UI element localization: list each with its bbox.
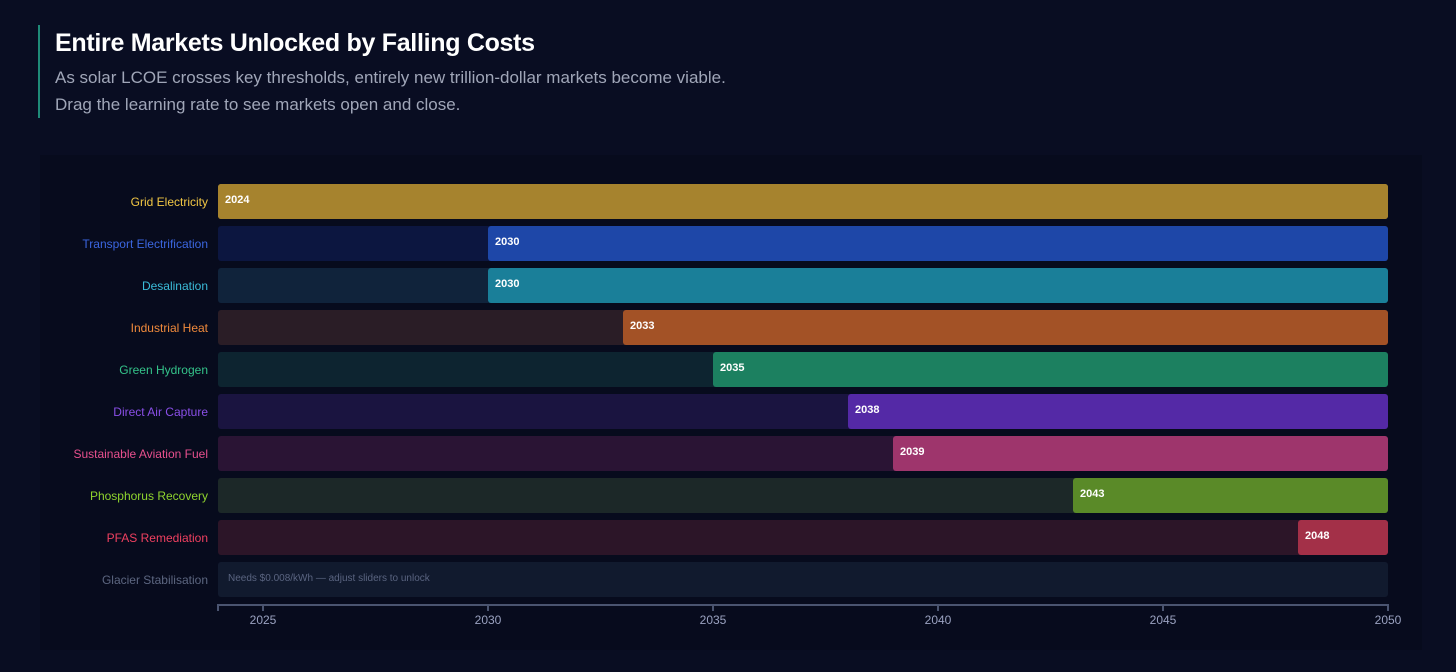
category-label: Desalination <box>141 279 208 293</box>
locked-note: Needs $0.008/kWh — adjust sliders to unl… <box>228 573 430 584</box>
x-tick <box>1162 604 1164 611</box>
x-tick-label: 2035 <box>699 613 727 627</box>
x-tick <box>487 604 489 611</box>
chart-header: Entire Markets Unlocked by Falling Costs… <box>38 25 726 118</box>
bar-value-label: 2035 <box>720 362 745 374</box>
bar-track: 2033 <box>218 310 1388 345</box>
subtitle-line-2: Drag the learning rate to see markets op… <box>55 95 461 114</box>
x-tick <box>712 604 714 611</box>
bar-track: 2030 <box>218 226 1388 261</box>
bar-track: 2048 <box>218 520 1388 555</box>
bar-track: 2030 <box>218 268 1388 303</box>
unlock-bar: 2033 <box>623 310 1388 345</box>
unlock-bar: 2030 <box>488 226 1388 261</box>
bar-value-label: 2043 <box>1080 488 1105 500</box>
bar-value-label: 2048 <box>1305 530 1330 542</box>
subtitle-line-1: As solar LCOE crosses key thresholds, en… <box>55 68 726 87</box>
category-label: Transport Electrification <box>82 237 208 251</box>
bar-track: 2035 <box>218 352 1388 387</box>
x-tick <box>217 604 219 611</box>
x-axis-line <box>218 604 1388 606</box>
bar-value-label: 2030 <box>495 278 520 290</box>
bar-track: 2024 <box>218 184 1388 219</box>
unlock-bar: 2043 <box>1073 478 1388 513</box>
bar-value-label: 2039 <box>900 446 925 458</box>
bar-value-label: 2033 <box>630 320 655 332</box>
unlock-bar: 2038 <box>848 394 1388 429</box>
x-tick <box>1387 604 1389 611</box>
x-tick-label: 2040 <box>924 613 952 627</box>
category-label: Phosphorus Recovery <box>89 489 208 503</box>
bar-value-label: 2024 <box>225 194 250 206</box>
bar-track: 2038 <box>218 394 1388 429</box>
x-tick-label: 2025 <box>249 613 277 627</box>
x-tick-label: 2045 <box>1149 613 1177 627</box>
x-tick-label: 2050 <box>1374 613 1402 627</box>
unlock-bar: 2024 <box>218 184 1388 219</box>
unlock-bar: 2030 <box>488 268 1388 303</box>
unlock-bar: 2039 <box>893 436 1388 471</box>
category-label: Direct Air Capture <box>113 405 208 419</box>
bar-value-label: 2038 <box>855 404 880 416</box>
x-tick <box>262 604 264 611</box>
bar-track: 2043 <box>218 478 1388 513</box>
x-tick-label: 2030 <box>474 613 502 627</box>
category-label: PFAS Remediation <box>106 531 208 545</box>
bar-track: Needs $0.008/kWh — adjust sliders to unl… <box>218 562 1388 597</box>
category-label: Green Hydrogen <box>119 363 208 377</box>
bar-value-label: 2030 <box>495 236 520 248</box>
chart-title: Entire Markets Unlocked by Falling Costs <box>55 29 535 57</box>
unlock-bar: 2048 <box>1298 520 1388 555</box>
category-label: Grid Electricity <box>130 195 208 209</box>
category-label: Industrial Heat <box>130 321 208 335</box>
unlock-bar: 2035 <box>713 352 1388 387</box>
x-tick <box>937 604 939 611</box>
category-label: Glacier Stabilisation <box>101 573 208 587</box>
category-label: Sustainable Aviation Fuel <box>73 447 208 461</box>
bar-track: 2039 <box>218 436 1388 471</box>
chart-subtitle: As solar LCOE crosses key thresholds, en… <box>55 64 726 118</box>
